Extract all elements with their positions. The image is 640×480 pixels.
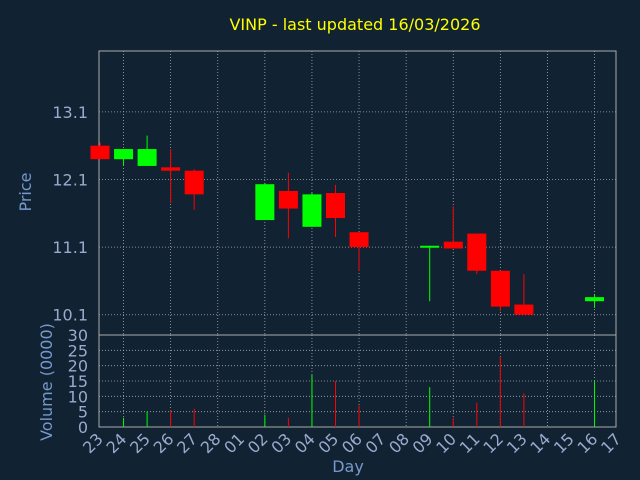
x-axis-label: Day [332, 457, 364, 476]
volume-tick-label: 25 [68, 341, 88, 360]
price-axis-label: Price [16, 172, 35, 211]
candle-body [114, 149, 134, 160]
volume-tick-label: 15 [68, 372, 88, 391]
candle-body [490, 270, 510, 307]
candle-body [467, 233, 487, 271]
candle-body [161, 167, 181, 171]
candle-body [302, 194, 322, 227]
volume-tick-label: 20 [68, 357, 88, 376]
candle-body [443, 241, 463, 249]
candle-body [90, 145, 110, 160]
candle-body [585, 297, 605, 302]
x-tick-label: 17 [597, 429, 625, 457]
price-tick-label: 11.1 [52, 238, 88, 257]
candle-body [420, 245, 440, 248]
volume-tick-label: 0 [78, 418, 88, 437]
volume-tick-label: 10 [68, 387, 88, 406]
price-tick-label: 13.1 [52, 103, 88, 122]
candle-body [278, 190, 298, 209]
chart-title: VINP - last updated 16/03/2026 [229, 15, 480, 34]
candle-body [349, 232, 369, 248]
candle-body [137, 149, 157, 166]
price-tick-label: 12.1 [52, 170, 88, 189]
volume-panel-frame [98, 334, 617, 428]
candle-body [255, 184, 275, 221]
candle-body [514, 304, 534, 315]
price-tick-label: 10.1 [52, 306, 88, 325]
volume-tick-label: 30 [68, 326, 88, 345]
volume-axis-label: Volume (0000) [37, 323, 56, 441]
volume-tick-label: 5 [78, 403, 88, 422]
candle-body [326, 193, 345, 219]
candle-body [184, 170, 204, 195]
price-panel-frame [98, 50, 617, 336]
